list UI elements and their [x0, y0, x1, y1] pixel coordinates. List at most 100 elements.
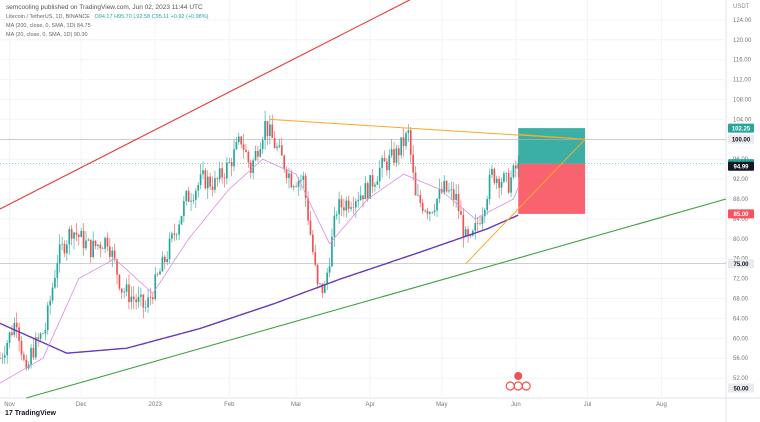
candle-body	[46, 305, 49, 331]
symbol-legend[interactable]: Litecoin / TetherUS, 1D, BINANCE O94.17 …	[6, 14, 208, 20]
candle-body	[364, 183, 367, 200]
candle-body	[433, 210, 436, 213]
candle-body	[347, 200, 350, 209]
ohlc-values: O94.17 H95.70 L92.58 C95.11 +0.92 (+0.98…	[94, 14, 209, 20]
candle-body	[340, 199, 343, 208]
ma200-line	[0, 214, 519, 354]
candle-body	[111, 250, 114, 257]
candle-body	[104, 237, 106, 249]
y-tick-label: 116.00	[733, 58, 752, 64]
price-label-bg	[728, 161, 754, 171]
x-tick-label: May	[436, 402, 447, 408]
candle-body	[467, 229, 469, 236]
y-tick-label: 60.00	[733, 336, 749, 342]
candle-body	[271, 124, 274, 138]
candle-body	[233, 149, 235, 167]
candle-body	[1, 357, 4, 359]
candle-body	[503, 173, 505, 182]
y-tick-label: 68.00	[733, 297, 749, 303]
candle-body	[44, 330, 47, 334]
candle-body	[125, 284, 128, 292]
candle-body	[390, 149, 393, 156]
candle-body	[49, 300, 51, 306]
candle-body	[56, 263, 59, 278]
candle-body	[247, 151, 250, 163]
x-axis: Nov Dec 2023 Feb Mar Apr May Jun Jul Aug	[4, 402, 667, 408]
candle-body	[140, 294, 142, 297]
candle-body	[424, 210, 426, 212]
event-dividend-icon[interactable]	[513, 381, 523, 391]
candle-body	[386, 161, 388, 171]
candle-body	[194, 190, 197, 200]
candle-body	[338, 199, 340, 215]
candle-body	[3, 355, 6, 358]
price-label: 102.25	[732, 126, 751, 132]
stop-zone	[518, 163, 586, 214]
tradingview-logo-text: TradingView	[14, 410, 56, 417]
tradingview-logo[interactable]: 17 TradingView	[5, 410, 56, 417]
candle-body	[359, 195, 362, 200]
candle-body	[223, 177, 226, 179]
candle-body	[216, 178, 219, 180]
candle-body	[316, 264, 319, 285]
candle-body	[94, 240, 97, 247]
candle-body	[414, 172, 417, 196]
candle-body	[11, 332, 13, 336]
event-dividend-icon[interactable]	[521, 381, 531, 391]
candle-body	[421, 202, 424, 211]
candle-body	[192, 199, 195, 201]
candle-body	[68, 229, 71, 245]
candle-body	[495, 178, 498, 183]
candle-body	[280, 145, 283, 156]
ma20-legend[interactable]: MA (20, close, 0, SMA, 1D) 90.30	[6, 32, 88, 38]
candle-body	[135, 299, 137, 303]
event-markers[interactable]	[505, 372, 531, 391]
candle-body	[285, 169, 288, 178]
candle-body	[362, 195, 364, 200]
triangle-upper-line	[269, 118, 586, 140]
candle-body	[510, 177, 512, 193]
candle-body	[25, 359, 28, 369]
candle-body	[429, 212, 431, 214]
candle-body	[445, 180, 448, 192]
candle-body	[235, 142, 238, 150]
candle-body	[402, 137, 405, 146]
candle-body	[405, 133, 407, 146]
candle-body	[175, 234, 178, 236]
candle-body	[147, 297, 149, 308]
ma200-legend[interactable]: MA (200, close, 0, SMA, 1D) 84.75	[6, 23, 91, 29]
y-tick-label: 56.00	[733, 356, 749, 362]
candle-body	[120, 288, 123, 293]
candle-body	[352, 207, 355, 208]
candle-body	[290, 173, 293, 188]
candle-body	[269, 124, 271, 136]
candle-body	[448, 190, 450, 192]
y-tick-label: 124.00	[733, 18, 752, 24]
candle-body	[199, 174, 202, 185]
candle-body	[66, 244, 68, 254]
candle-body	[245, 149, 247, 152]
candle-body	[30, 347, 32, 365]
candle-body	[412, 154, 414, 173]
event-dividend-icon[interactable]	[505, 381, 515, 391]
candle-body	[452, 189, 455, 200]
candle-body	[6, 342, 9, 356]
candle-body	[464, 229, 467, 237]
candle-body	[159, 271, 161, 275]
candle-body	[202, 170, 204, 175]
candle-body	[476, 222, 479, 224]
candle-body	[249, 162, 252, 173]
price-label: 85.00	[733, 212, 749, 218]
candle-body	[304, 175, 307, 199]
candle-body	[109, 246, 111, 257]
event-bolt-icon[interactable]	[514, 372, 523, 380]
candle-body	[101, 248, 104, 250]
candle-body	[128, 284, 130, 303]
triangle-lower-line	[465, 138, 586, 265]
candle-body	[82, 230, 85, 249]
moving-averages	[0, 158, 519, 384]
candle-body	[469, 235, 472, 237]
candle-body	[259, 149, 262, 157]
candle-body	[230, 161, 233, 167]
